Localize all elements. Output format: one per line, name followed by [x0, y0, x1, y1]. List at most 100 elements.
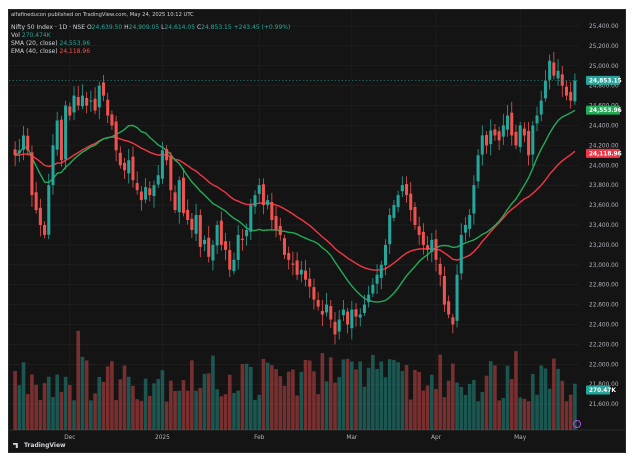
symbol-legend[interactable]: Nifty 50 Index · 1D · NSE O24,639.50 H24… — [11, 24, 290, 31]
volume-bar — [46, 376, 51, 430]
volume-bar — [265, 362, 270, 430]
volume-bar — [505, 365, 510, 430]
candle-body — [194, 215, 198, 234]
volume-bar — [547, 388, 552, 430]
volume-tag — [586, 385, 610, 395]
volume-bar — [143, 378, 148, 430]
candle-body — [476, 155, 480, 182]
x-tick-label: 2025 — [155, 435, 170, 441]
candle-body — [337, 319, 341, 332]
candle-body — [282, 238, 286, 255]
volume-bar — [387, 359, 392, 430]
ohlc-low-label: L — [161, 24, 165, 31]
volume-bar — [379, 361, 384, 430]
candle-body — [101, 82, 106, 96]
volume-bar — [101, 381, 106, 430]
volume-bar — [476, 401, 480, 430]
candle-body — [430, 239, 434, 252]
volume-bar — [535, 394, 539, 430]
y-tick-label: 24,800.00 — [589, 84, 619, 90]
volume-bar — [211, 355, 215, 430]
candle-body — [383, 244, 388, 266]
volume-bar — [337, 377, 341, 430]
sma-legend[interactable]: SMA (20, close) 24,553.96 — [11, 40, 90, 47]
volume-bar — [434, 389, 438, 430]
volume-bar — [76, 330, 81, 430]
brand-label: TradingView — [24, 442, 66, 449]
volume-bar — [316, 394, 320, 430]
candle-body — [30, 152, 34, 196]
candle-body — [388, 215, 392, 245]
candle-body — [219, 220, 223, 245]
volume-bar — [194, 390, 198, 430]
volume-bar — [333, 382, 337, 430]
y-tick-label: 22,000.00 — [589, 362, 619, 368]
candle-body — [274, 216, 278, 230]
candle-body — [405, 184, 409, 196]
candle-body — [447, 301, 451, 315]
volume-bar — [177, 390, 182, 430]
candle-body — [510, 112, 514, 136]
volume-bar — [59, 391, 64, 430]
volume-bar — [463, 394, 468, 430]
x-tick-label: May — [514, 435, 527, 441]
volume-bar — [446, 380, 451, 430]
volume-bar — [181, 380, 186, 430]
volume-legend[interactable]: Vol 270.474K — [11, 32, 51, 39]
volume-bar — [126, 376, 131, 430]
volume-bar — [413, 369, 417, 430]
candle-body — [131, 156, 135, 181]
candle-body — [123, 162, 127, 171]
candle-body — [266, 200, 270, 205]
candle-body — [480, 135, 484, 155]
candle-body — [468, 215, 472, 229]
volume-bar — [320, 353, 325, 430]
volume-bar — [568, 394, 573, 430]
volume-bar — [383, 377, 388, 430]
volume-bar — [358, 361, 363, 430]
candle-body — [514, 131, 518, 146]
candle-body — [106, 99, 110, 116]
volume-bar — [573, 383, 577, 430]
candlestick-chart[interactable]: 25,400.00 25,200.00 25,000.00 24,800.00 24,6… — [9, 10, 625, 452]
candle-body — [346, 311, 350, 325]
candle-body — [68, 106, 72, 116]
tradingview-logo-icon — [13, 443, 18, 448]
volume-bar — [392, 359, 396, 430]
price-tag — [586, 148, 620, 158]
volume-bar — [282, 385, 287, 430]
candle-body — [207, 237, 211, 257]
volume-bar — [118, 379, 123, 430]
volume-bar — [556, 368, 560, 430]
candle-body — [421, 231, 425, 245]
ohlc-high-label: H — [124, 24, 129, 31]
volume-bar — [560, 380, 565, 430]
volume-bar — [366, 367, 371, 430]
candle-body — [51, 145, 55, 185]
volume-bar — [488, 361, 493, 430]
candle-body — [304, 270, 308, 280]
volume-bar — [526, 401, 531, 430]
candle-body — [93, 98, 97, 111]
candle-body — [400, 185, 404, 192]
candle-body — [472, 185, 476, 214]
ohlc-open-label: O — [86, 24, 92, 31]
volume-tag-label: 270.47K — [589, 388, 616, 394]
volume-bar — [278, 376, 283, 430]
candle-body — [560, 74, 564, 86]
candle-body — [396, 195, 400, 208]
ohlc-high-value: 24,909.05 — [128, 24, 160, 31]
candle-body — [573, 80, 577, 102]
volume-bar — [295, 395, 299, 430]
y-tick-label: 24,000.00 — [589, 163, 619, 169]
tradingview-brand[interactable]: TradingView — [13, 442, 66, 449]
candle-body — [506, 115, 510, 130]
ema-legend[interactable]: EMA (40, close) 24,118.96 — [11, 48, 90, 55]
candle-body — [442, 276, 446, 305]
volume-bar — [244, 363, 249, 430]
candle-body — [270, 202, 274, 220]
volume-bar — [93, 393, 97, 430]
candle-body — [47, 185, 51, 235]
volume-bar — [270, 365, 274, 430]
candle-body — [459, 234, 463, 274]
